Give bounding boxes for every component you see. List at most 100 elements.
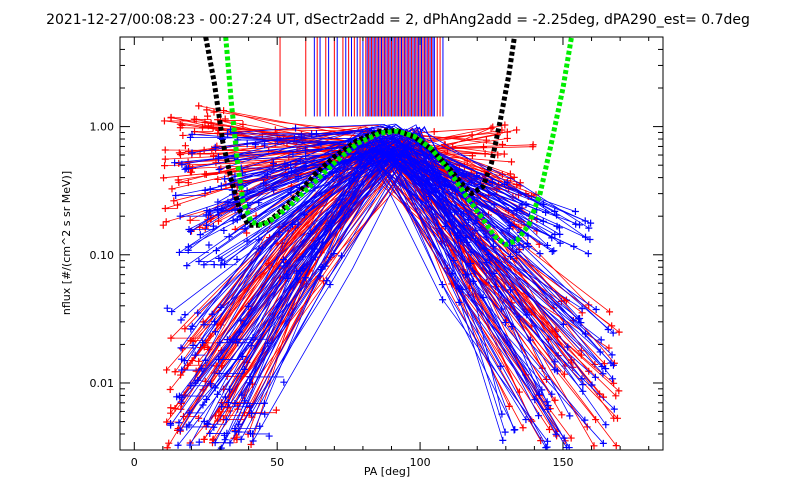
data-point bbox=[499, 140, 507, 148]
data-point bbox=[224, 130, 232, 138]
data-point bbox=[468, 152, 476, 160]
data-point bbox=[606, 308, 614, 316]
trace bbox=[178, 149, 552, 413]
data-point bbox=[195, 102, 203, 110]
data-point bbox=[214, 217, 222, 225]
data-point bbox=[292, 124, 300, 132]
y-tick-label: 0.01 bbox=[90, 377, 115, 390]
data-point bbox=[591, 373, 599, 381]
data-point bbox=[535, 412, 543, 420]
data-point bbox=[301, 274, 309, 282]
data-point bbox=[482, 136, 490, 144]
trace bbox=[206, 125, 551, 249]
data-point bbox=[556, 239, 564, 247]
data-point bbox=[498, 305, 506, 313]
x-axis-label: PA [deg] bbox=[364, 465, 410, 478]
data-point bbox=[300, 211, 308, 219]
data-point bbox=[462, 271, 470, 279]
data-point bbox=[544, 437, 552, 445]
data-point bbox=[529, 143, 537, 151]
data-point bbox=[181, 325, 189, 333]
data-point bbox=[326, 281, 334, 289]
data-point bbox=[159, 221, 167, 229]
data-point bbox=[186, 133, 194, 141]
data-point bbox=[602, 365, 610, 373]
data-point bbox=[205, 211, 213, 219]
data-point bbox=[513, 126, 521, 134]
data-point bbox=[166, 385, 174, 393]
data-point bbox=[206, 380, 214, 388]
data-point bbox=[177, 398, 185, 406]
data-point bbox=[255, 199, 263, 207]
data-point bbox=[499, 436, 507, 444]
data-point bbox=[536, 250, 544, 258]
data-point bbox=[229, 217, 237, 225]
data-point bbox=[321, 262, 329, 270]
data-point bbox=[195, 438, 203, 446]
data-point bbox=[201, 186, 209, 194]
trace bbox=[247, 125, 506, 418]
data-point bbox=[556, 230, 564, 238]
trace bbox=[216, 143, 618, 413]
data-point bbox=[560, 434, 568, 442]
trace-line bbox=[236, 129, 506, 340]
data-point bbox=[498, 410, 506, 418]
x-axis: 0 50 100 150 bbox=[131, 37, 650, 469]
data-point bbox=[243, 229, 251, 237]
data-point bbox=[508, 158, 515, 166]
data-point bbox=[231, 428, 239, 436]
data-point bbox=[209, 124, 217, 132]
y-axis: 0.01 0.10 1.00 bbox=[90, 36, 663, 451]
data-point bbox=[190, 115, 198, 123]
data-point bbox=[596, 348, 604, 356]
trace-line bbox=[214, 149, 531, 389]
data-point bbox=[218, 204, 226, 212]
data-point bbox=[202, 221, 210, 229]
data-point bbox=[211, 328, 219, 336]
data-point bbox=[195, 414, 203, 422]
data-point bbox=[175, 419, 183, 427]
data-point bbox=[241, 397, 249, 405]
data-point bbox=[497, 362, 505, 370]
data-point bbox=[265, 432, 273, 440]
data-point bbox=[551, 366, 559, 374]
data-point bbox=[608, 351, 616, 359]
trace-line bbox=[209, 128, 593, 434]
data-point bbox=[199, 339, 207, 347]
data-point bbox=[488, 178, 496, 186]
data-point bbox=[179, 131, 187, 139]
data-point bbox=[249, 437, 257, 445]
trace-line bbox=[251, 125, 503, 415]
data-point bbox=[486, 255, 494, 263]
data-point bbox=[218, 256, 226, 264]
y-tick-label: 0.10 bbox=[90, 249, 115, 262]
data-point bbox=[609, 375, 617, 383]
data-point bbox=[184, 164, 192, 172]
data-point bbox=[584, 250, 592, 258]
data-point bbox=[523, 240, 531, 248]
data-point bbox=[220, 226, 228, 234]
data-point bbox=[608, 322, 616, 330]
data-point bbox=[287, 160, 295, 168]
data-point bbox=[215, 254, 223, 262]
data-point bbox=[522, 416, 530, 424]
data-point bbox=[213, 142, 221, 150]
data-point bbox=[215, 166, 223, 174]
data-point bbox=[176, 426, 184, 434]
data-point bbox=[567, 434, 575, 442]
data-point bbox=[609, 329, 617, 337]
data-point bbox=[505, 402, 513, 410]
data-point bbox=[221, 175, 229, 183]
data-point bbox=[538, 386, 546, 394]
data-point bbox=[170, 197, 178, 205]
trace-line bbox=[219, 143, 615, 410]
data-point bbox=[576, 221, 584, 229]
trace-line bbox=[241, 156, 543, 396]
data-point bbox=[579, 381, 587, 389]
data-point bbox=[500, 150, 508, 158]
trace-line bbox=[241, 140, 530, 217]
data-point bbox=[173, 201, 181, 209]
trace-line bbox=[209, 125, 548, 246]
data-point bbox=[181, 311, 189, 319]
data-point bbox=[510, 426, 518, 434]
